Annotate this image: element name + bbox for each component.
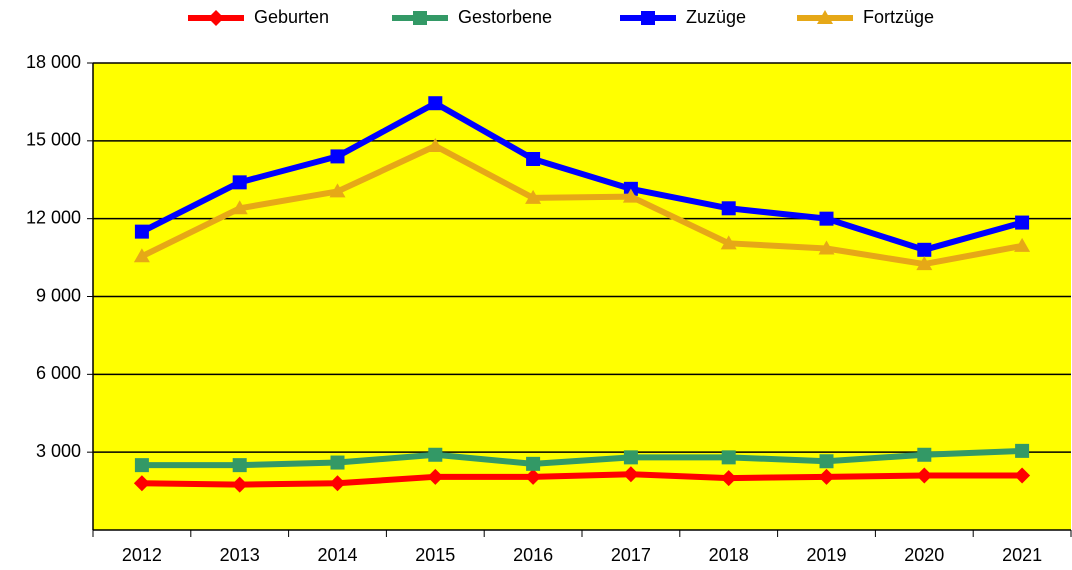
marker [208,10,224,26]
marker [231,200,248,215]
marker [916,256,933,271]
x-tick-label: 2021 [1002,545,1042,565]
series-line [140,100,1023,253]
marker [622,188,639,203]
marker [232,458,247,473]
y-tick-label: 9 000 [36,285,81,305]
marker [134,224,149,239]
series-line [141,447,1023,469]
marker [428,447,443,462]
series [133,138,1031,271]
series-line [141,471,1023,488]
marker [819,454,834,469]
marker [134,458,149,473]
marker [329,475,346,492]
marker [133,475,150,492]
series [134,443,1030,473]
marker [1015,443,1030,458]
marker [1014,467,1031,484]
marker [231,476,248,493]
marker [329,183,346,198]
y-tick-label: 6 000 [36,363,81,383]
x-tick-label: 2016 [513,545,553,565]
marker [720,470,737,487]
marker [916,467,933,484]
marker [721,201,736,216]
series-line [140,143,1023,268]
marker [818,468,835,485]
x-tick-label: 2012 [122,545,162,565]
marker [721,450,736,465]
marker [917,447,932,462]
x-tick-label: 2017 [611,545,651,565]
marker [232,175,247,190]
marker [526,456,541,471]
y-tick-label: 3 000 [36,441,81,461]
marker [917,242,932,257]
marker [720,235,737,250]
x-tick-label: 2015 [415,545,455,565]
marker [133,248,150,263]
marker [427,138,444,153]
y-tick-label: 15 000 [26,130,81,150]
x-tick-label: 2018 [709,545,749,565]
marker [525,468,542,485]
series [134,96,1030,257]
marker [1014,237,1031,252]
y-tick-label: 18 000 [26,52,81,72]
x-tick-label: 2013 [220,545,260,565]
x-tick-label: 2020 [904,545,944,565]
marker [330,455,345,470]
marker [330,149,345,164]
marker [622,466,639,483]
marker [427,468,444,485]
marker [428,96,443,111]
marker [817,10,833,24]
marker [525,189,542,204]
marker [1015,215,1030,230]
legend-label: Gestorbene [458,7,552,27]
legend-label: Fortzüge [863,7,934,27]
marker [526,151,541,166]
x-tick-label: 2019 [806,545,846,565]
marker [818,240,835,255]
series [133,466,1031,493]
x-tick-label: 2014 [317,545,357,565]
marker [623,450,638,465]
marker [641,11,655,25]
marker [819,211,834,226]
y-tick-label: 12 000 [26,207,81,227]
legend-label: Zuzüge [686,7,746,27]
legend-label: Geburten [254,7,329,27]
marker [413,11,427,25]
